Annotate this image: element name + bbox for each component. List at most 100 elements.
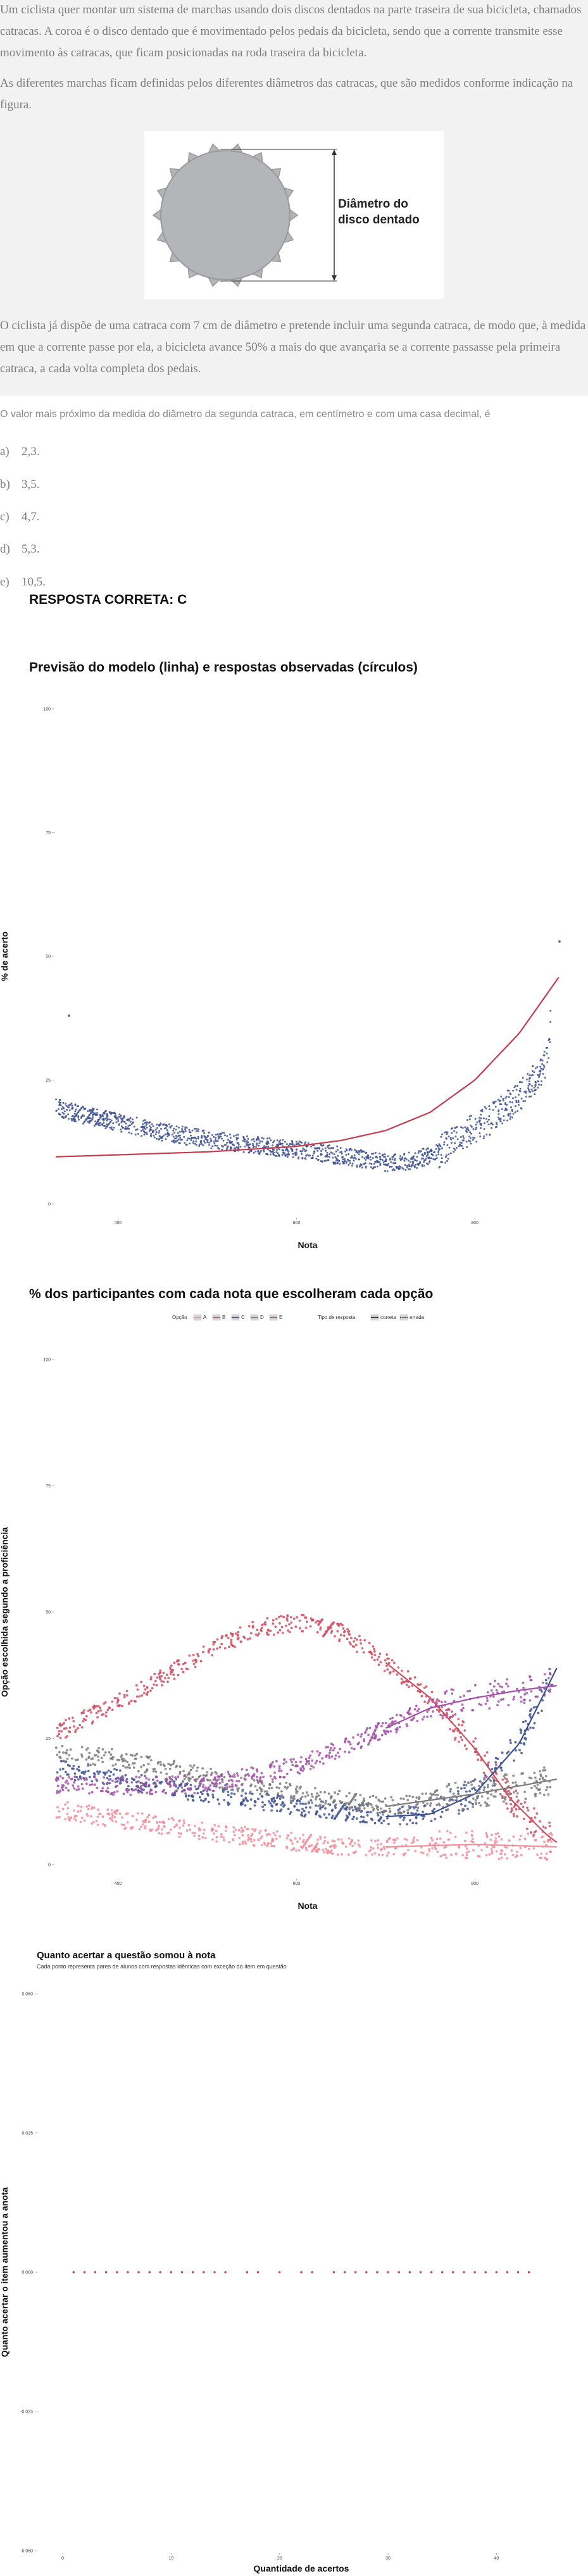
chart1-observed-point <box>529 1083 531 1085</box>
chart2-point-d <box>301 1792 304 1795</box>
chart1-observed-point <box>221 1144 223 1147</box>
chart1-observed-point <box>149 1125 151 1127</box>
chart2-point-d <box>80 1753 83 1756</box>
chart2-point-b <box>230 1641 233 1643</box>
chart1-observed-point <box>234 1147 237 1150</box>
chart1-observed-point <box>235 1134 237 1137</box>
chart2-point-d <box>535 1786 538 1789</box>
chart2-point-d <box>314 1787 316 1790</box>
chart2-point-a <box>444 1846 447 1848</box>
chart2-point-a <box>454 1853 458 1856</box>
chart1-observed-point <box>504 1109 506 1111</box>
chart2-point-e <box>299 1760 302 1763</box>
chart2-point-b <box>135 1684 138 1687</box>
chart2-point-b <box>463 1729 466 1732</box>
chart2-point-b <box>542 1825 545 1828</box>
chart1-observed-point <box>363 1151 366 1153</box>
chart2-point-d <box>358 1808 361 1810</box>
chart1-observed-point <box>351 1156 354 1159</box>
chart2-point-d <box>315 1798 317 1801</box>
chart2-point-c <box>529 1714 531 1717</box>
chart2-point-a <box>439 1837 442 1840</box>
chart2-point-e <box>309 1767 312 1770</box>
chart2-point-a <box>254 1828 257 1831</box>
chart2-point-e <box>367 1742 370 1745</box>
chart2-point-e <box>213 1776 216 1779</box>
chart2-point-a <box>496 1840 498 1843</box>
chart1-observed-point <box>522 1100 525 1103</box>
chart2-point-e <box>489 1682 492 1685</box>
chart1-observed-point <box>94 1120 97 1123</box>
chart2-point-a <box>470 1840 473 1843</box>
chart2-point-b <box>146 1686 149 1689</box>
chart1-observed-point <box>70 1102 73 1104</box>
chart2-point-c <box>514 1741 517 1744</box>
chart2-point-e <box>85 1782 88 1785</box>
chart2-point-c <box>529 1726 532 1729</box>
chart2-point-c <box>465 1790 468 1793</box>
chart2-point-c <box>324 1807 327 1810</box>
chart2-point-d <box>348 1806 351 1810</box>
chart1-observed-point <box>195 1140 197 1142</box>
chart2-point-a <box>73 1817 76 1820</box>
chart2-point-e <box>204 1788 206 1791</box>
chart2-point-b <box>485 1751 489 1754</box>
chart2-point-e <box>413 1708 416 1711</box>
chart2-point-a <box>201 1822 204 1824</box>
chart2-point-e <box>289 1768 292 1772</box>
chart2-point-b <box>106 1708 109 1711</box>
chart1-observed-point <box>73 1112 76 1115</box>
chart2-point-c <box>244 1804 247 1807</box>
chart2-point-b <box>96 1716 99 1718</box>
chart2-point-b <box>254 1633 258 1636</box>
chart2-point-d <box>319 1791 322 1794</box>
chart1-observed-point <box>72 1118 75 1120</box>
chart2-point-b <box>341 1623 344 1627</box>
chart2-point-d <box>189 1764 192 1767</box>
chart2-point-a <box>497 1858 501 1860</box>
chart2-point-b <box>314 1621 317 1624</box>
chart1-observed-point <box>215 1134 217 1136</box>
chart2-point-b <box>544 1827 547 1829</box>
chart2-point-e <box>322 1762 325 1765</box>
chart2-point-d <box>114 1763 117 1766</box>
chart2-point-a <box>402 1853 405 1856</box>
chart2-point-b <box>156 1676 159 1679</box>
chart2-point-d <box>97 1747 101 1749</box>
chart2-point-c <box>275 1810 278 1812</box>
chart2-point-d <box>122 1760 125 1763</box>
chart2-point-d <box>371 1806 374 1809</box>
chart2-point-b <box>517 1799 520 1802</box>
chart2-point-e <box>480 1703 483 1706</box>
chart2-point-a <box>499 1853 502 1855</box>
chart1-observed-point <box>425 1148 428 1151</box>
chart2-point-a <box>310 1834 313 1836</box>
chart1-observed-point <box>91 1116 94 1119</box>
chart2-point-a <box>61 1808 65 1810</box>
chart1-observed-point <box>223 1132 225 1134</box>
chart1-observed-point <box>230 1146 232 1149</box>
chart1-observed-point <box>306 1153 309 1156</box>
chart2-point-b <box>386 1657 389 1660</box>
chart1-observed-point <box>399 1157 401 1160</box>
chart2-point-d <box>430 1794 434 1797</box>
chart1-observed-point <box>322 1144 325 1146</box>
chart2-point-b <box>266 1629 270 1632</box>
chart2-point-c <box>223 1799 225 1801</box>
chart1-observed-point <box>267 1145 270 1147</box>
chart1-observed-point <box>463 1137 465 1139</box>
chart2-point-e <box>108 1779 111 1781</box>
chart3-point <box>148 2271 151 2273</box>
chart2-point-c <box>354 1805 356 1808</box>
chart2-point-a <box>491 1852 494 1855</box>
chart2-point-a <box>291 1842 294 1845</box>
chart1-observed-point <box>435 1157 438 1160</box>
chart1-observed-point <box>297 1156 300 1159</box>
chart1-observed-point <box>104 1110 106 1113</box>
chart2-point-d <box>221 1786 224 1789</box>
chart2-point-c <box>380 1822 383 1825</box>
chart2-point-e <box>155 1775 158 1778</box>
chart2-point-e <box>381 1722 384 1725</box>
chart2-point-c <box>151 1779 154 1781</box>
